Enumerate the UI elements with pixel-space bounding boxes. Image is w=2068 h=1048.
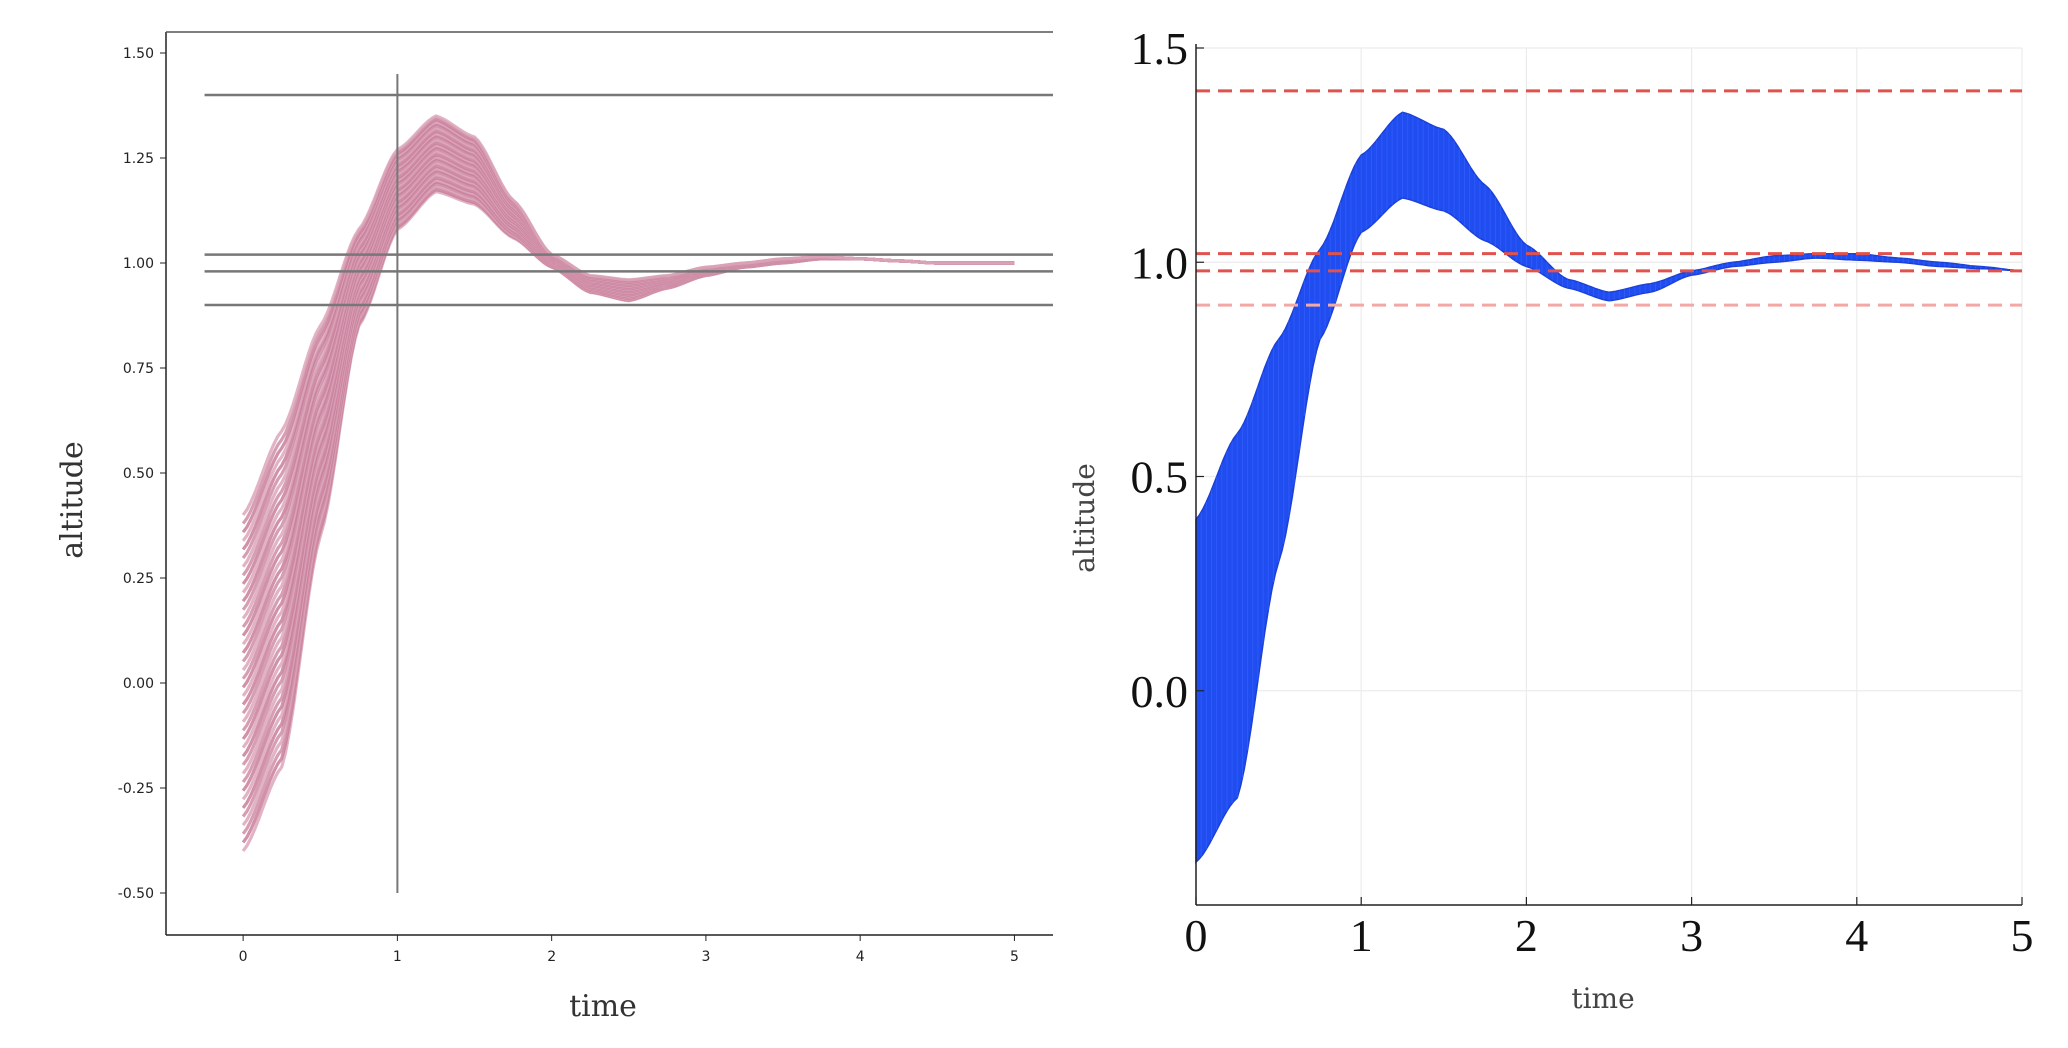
trajectory-line <box>241 131 1015 594</box>
x-tick-label: 1 <box>393 949 402 965</box>
y-tick-label: -0.25 <box>118 781 154 797</box>
right-chart: 0 1 2 3 4 5 0.0 0.5 1.0 1.5 time altitude <box>1068 23 2034 1015</box>
trajectory-line <box>241 127 1015 577</box>
trajectory-line <box>241 143 1015 646</box>
y-tick-label: -0.50 <box>118 886 154 902</box>
y-tick-label: 0.0 <box>1131 666 1189 717</box>
x-tick-label: 4 <box>856 949 865 965</box>
trajectory-line <box>241 129 1015 585</box>
trajectory-line <box>241 141 1015 637</box>
y-tick-label: 0.50 <box>123 466 154 482</box>
trajectory-line <box>241 147 1015 663</box>
right-ticks: 0 1 2 3 4 5 0.0 0.5 1.0 1.5 <box>1131 23 2034 961</box>
trajectory-line <box>241 125 1015 568</box>
trajectory-line <box>241 114 1015 516</box>
y-tick-label: 1.50 <box>123 46 154 62</box>
x-tick-label: 0 <box>1185 910 1208 961</box>
y-tick-label: 0.00 <box>123 676 154 692</box>
trajectory-line <box>241 139 1015 628</box>
x-tick-label: 4 <box>1845 910 1868 961</box>
right-axes <box>1195 44 2022 906</box>
left-axes <box>165 31 1053 936</box>
trajectory-line <box>241 122 1015 551</box>
x-tick-label: 1 <box>1350 910 1373 961</box>
y-tick-label: 0.5 <box>1131 452 1189 503</box>
y-tick-label: 1.5 <box>1131 23 1189 74</box>
y-tick-label: 1.00 <box>123 256 154 272</box>
x-tick-label: 3 <box>701 949 710 965</box>
trajectory-line <box>241 145 1015 654</box>
reachable-band <box>1195 111 2023 864</box>
trajectory-tube <box>241 114 1015 852</box>
reference-lines <box>1196 89 2022 307</box>
x-tick-label: 2 <box>1515 910 1538 961</box>
left-ticks: 0 1 2 3 4 5 -0.50 -0.25 0.00 0.25 0.50 0.75 1.00 1.25… <box>118 46 1019 965</box>
left-chart: 0 1 2 3 4 5 -0.50 -0.25 0.00 0.25 0.50 0.75 1.00 1.25… <box>55 31 1053 1024</box>
x-tick-label: 5 <box>1010 949 1019 965</box>
right-y-axis-label: altitude <box>1068 463 1101 573</box>
y-tick-label: 0.75 <box>123 361 154 377</box>
reference-lines <box>204 74 1053 893</box>
x-tick-label: 3 <box>1680 910 1703 961</box>
trajectory-line <box>241 133 1015 603</box>
trajectory-line <box>241 123 1015 560</box>
band-area <box>1195 111 2023 864</box>
trajectory-line <box>241 137 1015 620</box>
left-x-axis-label: time <box>569 989 637 1024</box>
right-x-axis-label: time <box>1571 982 1634 1015</box>
x-tick-label: 0 <box>239 949 248 965</box>
y-tick-label: 1.25 <box>123 151 154 167</box>
x-tick-label: 5 <box>2011 910 2034 961</box>
grid <box>1195 47 2023 905</box>
trajectory-line <box>241 135 1015 611</box>
y-tick-label: 0.25 <box>123 571 154 587</box>
x-tick-label: 2 <box>547 949 556 965</box>
left-y-axis-label: altitude <box>55 441 90 558</box>
y-tick-label: 1.0 <box>1131 237 1189 288</box>
